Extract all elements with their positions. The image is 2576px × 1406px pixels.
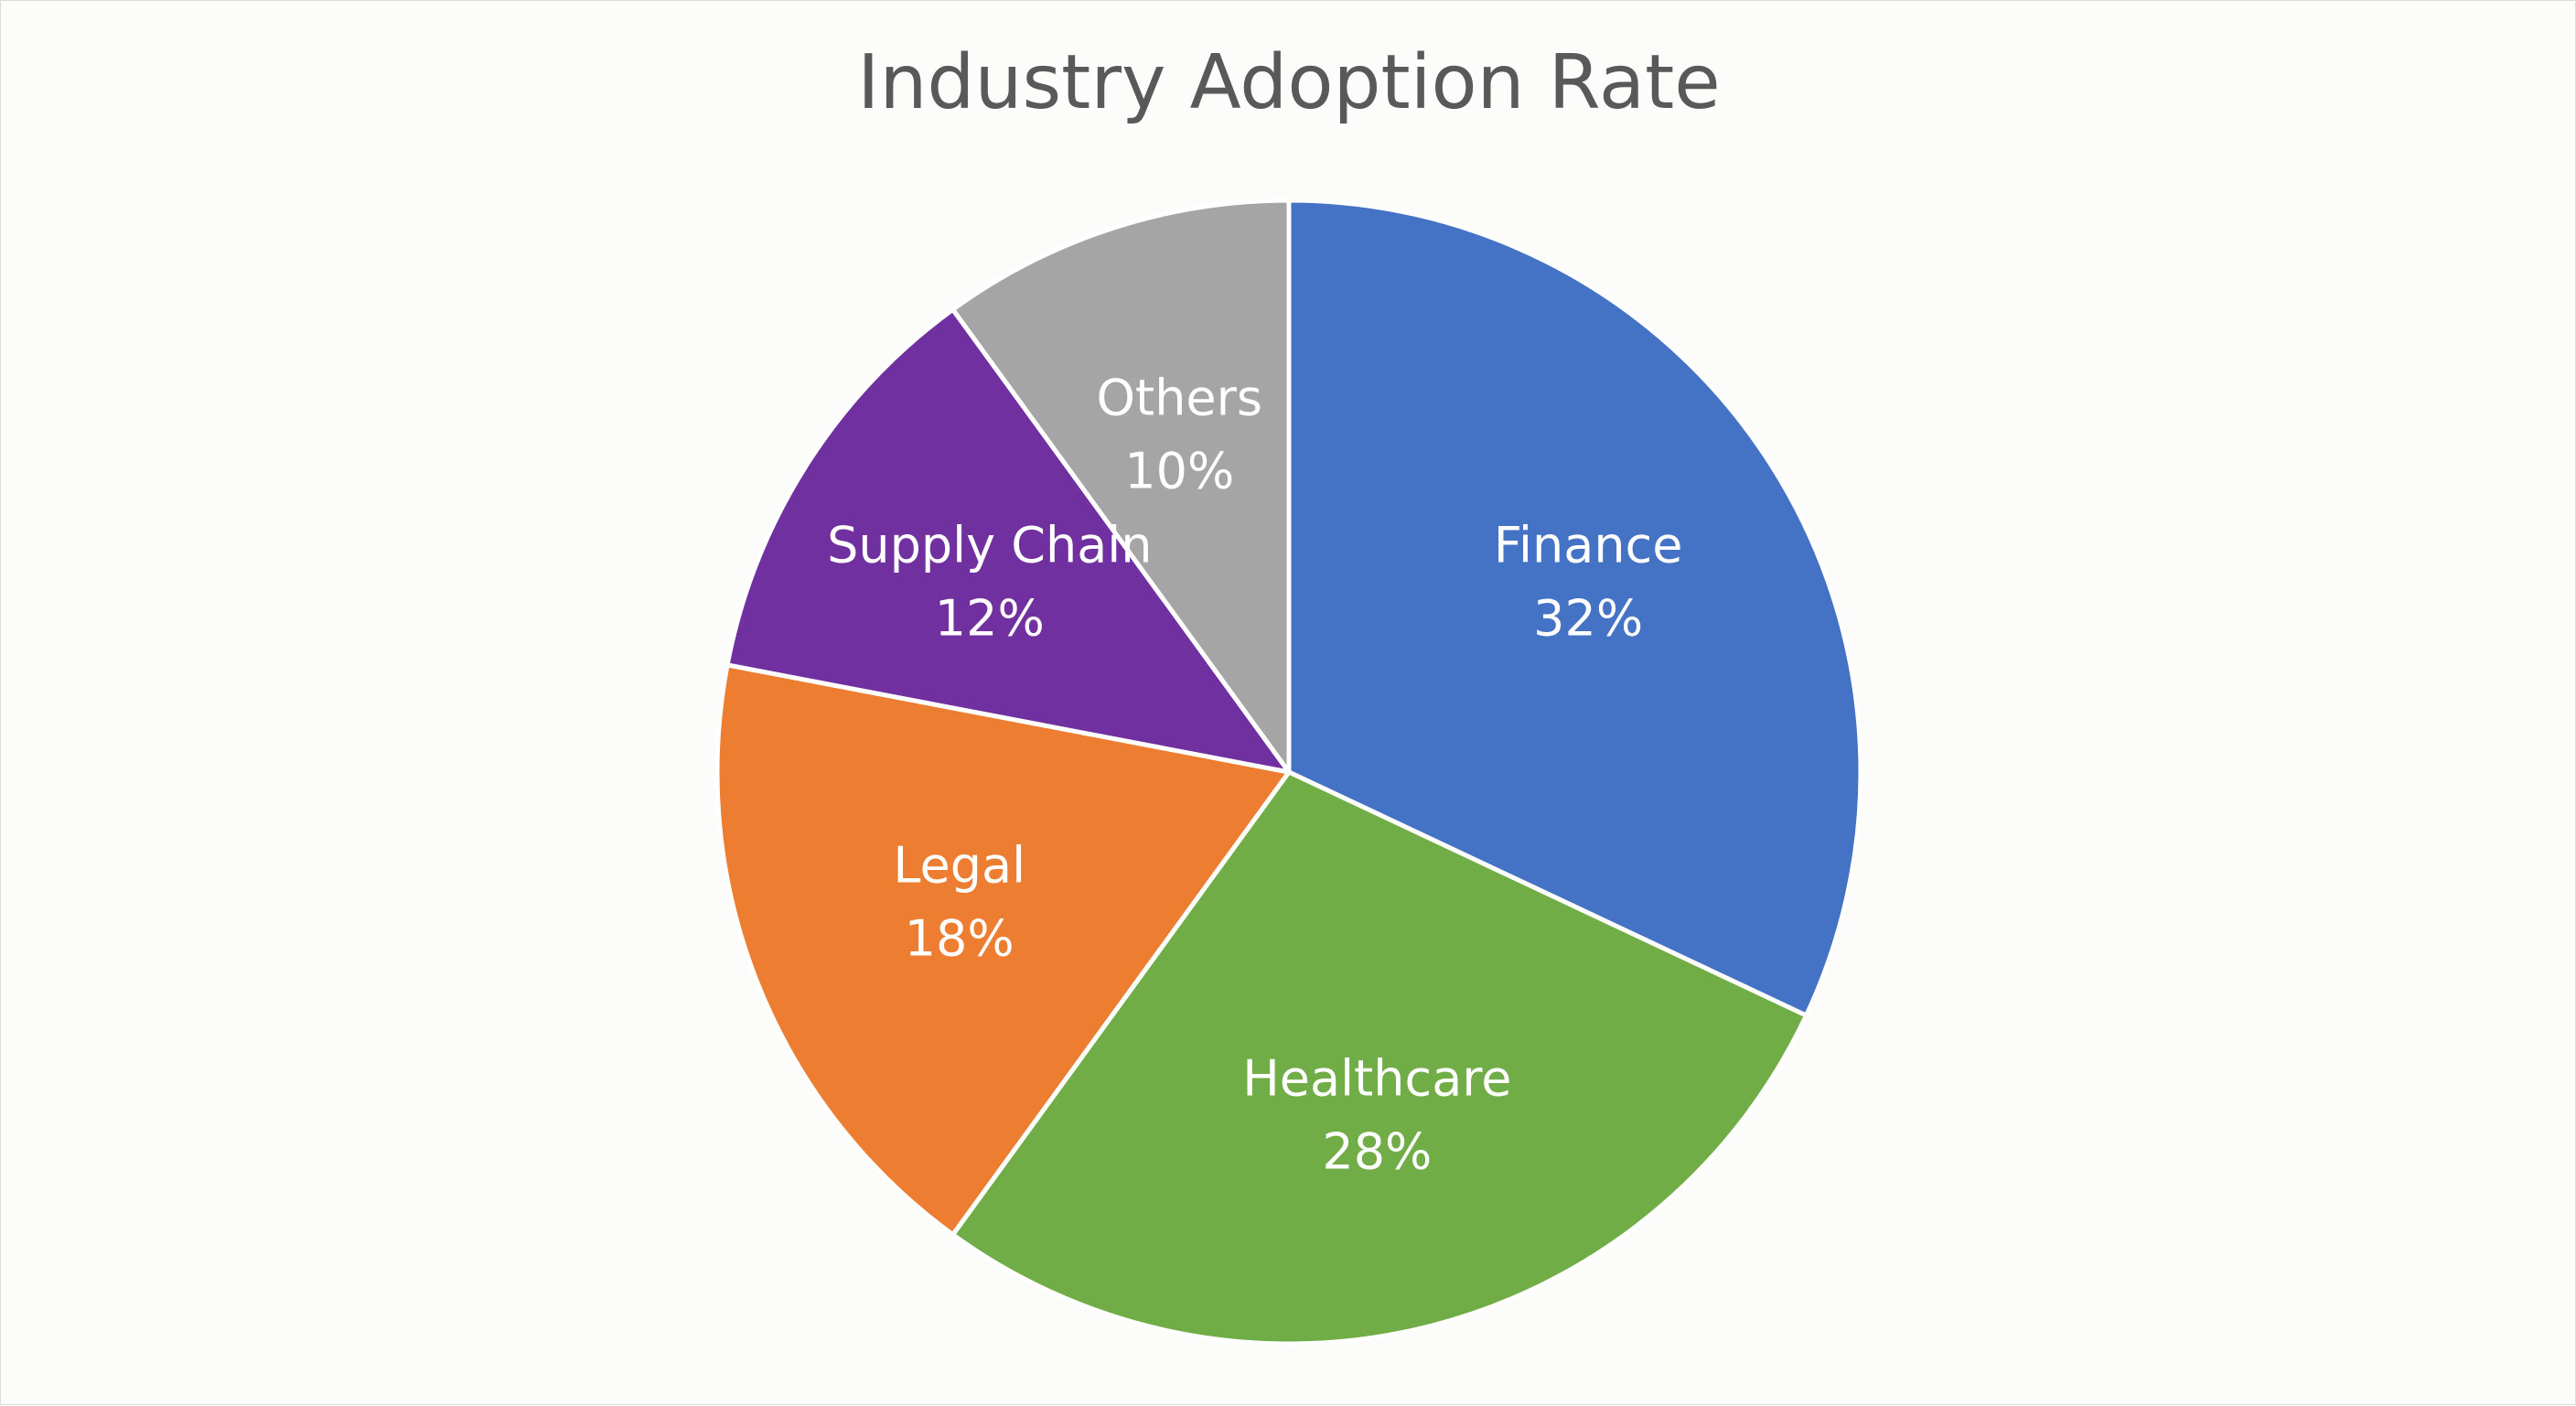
slice-label-healthcare: Healthcare <box>1242 1049 1511 1107</box>
slice-value-healthcare: 28% <box>1322 1122 1432 1180</box>
pie-slice-healthcare <box>950 769 1809 1347</box>
pie-slice-legal <box>714 662 1292 1238</box>
slice-label-finance: Finance <box>1494 516 1683 574</box>
slice-value-legal: 18% <box>905 910 1014 968</box>
slice-label-supply-chain: Supply Chain <box>827 516 1152 574</box>
slice-label-others: Others <box>1097 369 1262 426</box>
slice-value-supply-chain: 12% <box>935 589 1045 647</box>
pie-slice-finance <box>1286 198 1863 1018</box>
slice-value-finance: 32% <box>1533 589 1643 647</box>
slice-value-others: 10% <box>1124 442 1234 499</box>
slice-label-legal: Legal <box>893 837 1025 895</box>
pie-slice-others <box>950 198 1292 775</box>
pie-slice-supply-chain <box>724 306 1292 775</box>
chart-title: Industry Adoption Rate <box>857 39 1721 126</box>
